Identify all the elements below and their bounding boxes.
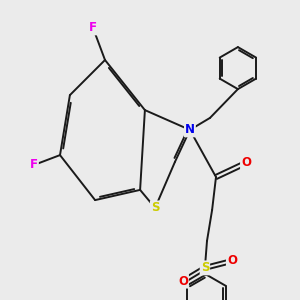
Text: S: S xyxy=(201,261,209,274)
Text: O: O xyxy=(178,274,188,288)
Text: O: O xyxy=(227,254,237,268)
Text: S: S xyxy=(151,201,159,214)
Text: F: F xyxy=(30,158,38,172)
Text: F: F xyxy=(89,21,97,34)
Text: N: N xyxy=(185,123,195,136)
Text: O: O xyxy=(241,156,251,170)
